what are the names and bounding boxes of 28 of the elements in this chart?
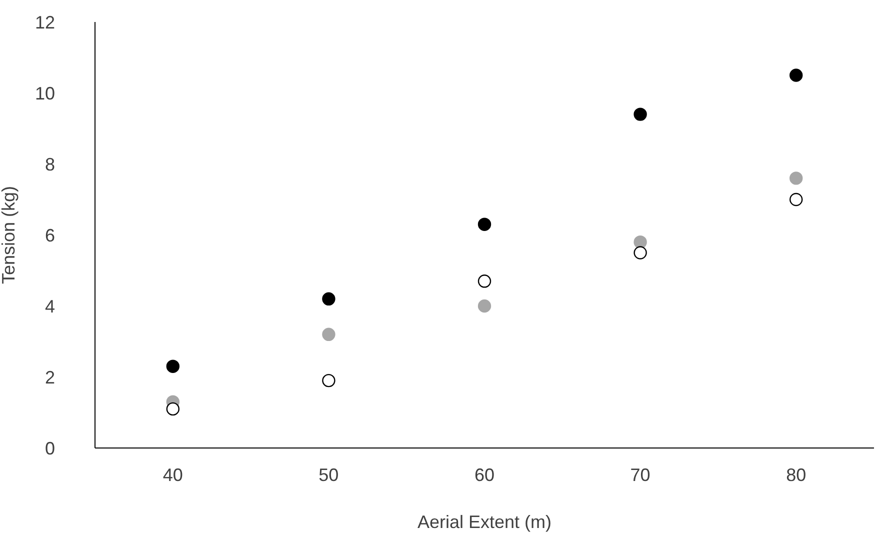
x-tick-label: 50 — [318, 464, 339, 485]
x-tick-label: 40 — [162, 464, 183, 485]
y-tick-label: 12 — [34, 12, 55, 32]
y-tick-label: 10 — [34, 83, 55, 104]
y-tick-label: 0 — [44, 438, 55, 458]
point — [634, 108, 647, 121]
y-axis-title: Tension (kg) — [0, 186, 18, 284]
point — [790, 192, 803, 206]
point — [634, 236, 647, 249]
x-tick-label: 60 — [474, 464, 495, 485]
point — [634, 246, 647, 260]
point — [166, 360, 180, 373]
x-tick-label: 80 — [786, 464, 806, 485]
y-tick-label: 8 — [44, 154, 55, 174]
point — [166, 402, 180, 416]
y-tick-label: 4 — [44, 296, 55, 316]
point — [322, 328, 336, 341]
point — [478, 218, 492, 231]
point — [790, 172, 803, 185]
point — [322, 374, 336, 388]
y-tick-label: 6 — [44, 225, 55, 246]
x-tick-label: 70 — [630, 464, 650, 485]
point — [790, 68, 803, 82]
point — [478, 274, 492, 288]
y-tick-label: 2 — [44, 367, 55, 388]
point — [322, 292, 336, 306]
x-axis-title: Aerial Extent (m) — [417, 512, 552, 532]
point — [478, 299, 492, 313]
